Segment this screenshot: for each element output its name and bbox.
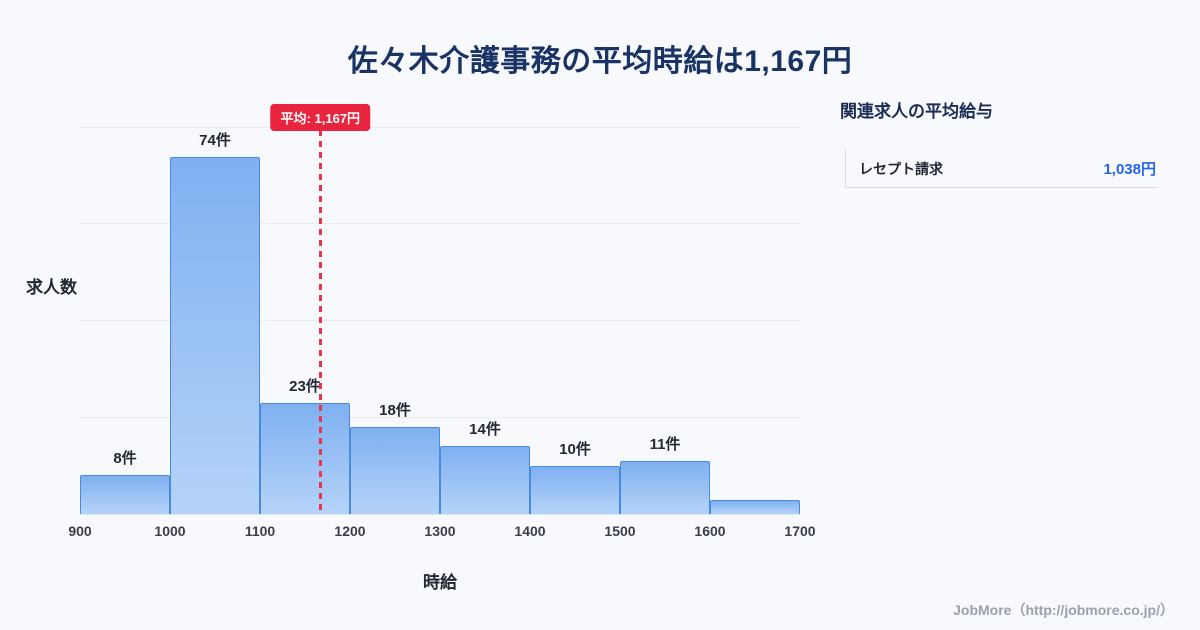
y-axis-label: 求人数 — [26, 278, 77, 297]
panel-heading: 関連求人の平均給与 — [840, 102, 993, 121]
x-tick-label: 1700 — [784, 523, 816, 539]
page-title: 佐々木介護事務の平均時給は1,167円 — [347, 45, 853, 78]
x-tick-label: 1400 — [514, 523, 546, 539]
gridline — [80, 223, 800, 225]
histogram-bar — [350, 427, 440, 514]
x-tick-label: 1600 — [694, 523, 726, 539]
plot-area: 8件 74件 23件 18件 14件 10件 11件 900 1000 1100 1200 1300 1… — [68, 100, 816, 539]
histogram-bar — [170, 156, 260, 514]
histogram-bar — [530, 465, 620, 514]
histogram-bar — [620, 460, 710, 514]
histogram-bar — [440, 446, 530, 514]
histogram-bar — [80, 475, 170, 514]
x-tick-label: 1500 — [604, 523, 636, 539]
bar-value-label: 8件 — [113, 450, 137, 468]
gridline — [80, 126, 800, 128]
average-badge: 平均: 1,167円 — [270, 104, 371, 131]
histogram-bar — [710, 499, 800, 514]
related-jobs-panel: 関連求人の平均給与 レセプト請求 1,038円 — [840, 97, 1158, 188]
x-tick-label: 1200 — [334, 523, 366, 539]
x-axis-label: 時給 — [423, 573, 457, 592]
footer-credit: JobMore（http://jobmore.co.jp/） — [953, 602, 1174, 618]
related-job-row[interactable]: レセプト請求 1,038円 — [845, 150, 1158, 188]
related-job-value: 1,038円 — [1103, 161, 1156, 178]
related-job-label: レセプト請求 — [859, 160, 943, 177]
x-tick-label: 1000 — [154, 523, 186, 539]
x-tick-label: 1300 — [424, 523, 456, 539]
gridline — [80, 319, 800, 321]
bar-value-label: 23件 — [289, 378, 321, 396]
bar-value-label: 11件 — [649, 435, 681, 453]
gridline — [80, 416, 800, 418]
x-tick-label: 900 — [68, 523, 92, 539]
average-line — [318, 130, 322, 515]
bar-value-label: 10件 — [559, 440, 591, 458]
x-tick-label: 1100 — [244, 523, 276, 539]
bar-value-label: 18件 — [379, 402, 411, 420]
histogram-bar — [260, 403, 350, 514]
bar-value-label: 14件 — [469, 421, 501, 439]
bar-value-label: 74件 — [199, 131, 231, 149]
